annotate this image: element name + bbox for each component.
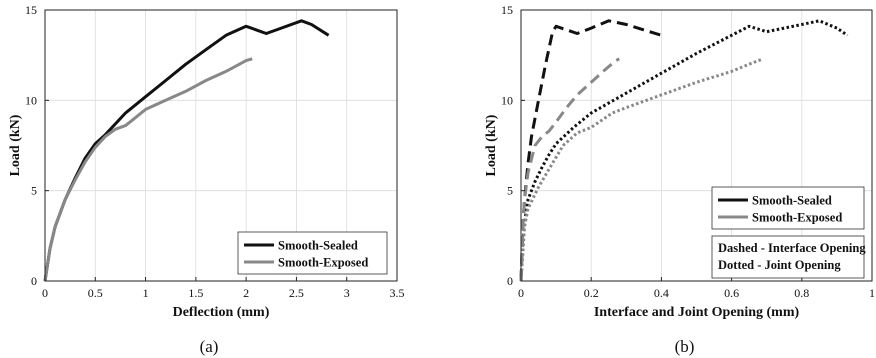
chart-b-series-smooth-sealed-dashed	[519, 19, 662, 282]
chart-a-legend: Smooth-Sealed Smooth-Exposed	[237, 231, 388, 275]
chart-a-x-tick-label: 0	[42, 286, 48, 300]
chart-a-x-tick-label: 3.5	[390, 286, 405, 300]
chart-b-y-axis-label: Load (kN)	[484, 114, 499, 176]
chart-a-x-tick-label: 1.5	[188, 286, 203, 300]
chart-a-y-tick-label: 0	[31, 274, 37, 288]
chart-a-legend-label-sealed: Smooth-Sealed	[278, 239, 358, 253]
chart-b-y-tick-label: 15	[501, 3, 513, 17]
chart-b-x-tick-label: 0.4	[654, 286, 669, 300]
chart-a-series	[43, 19, 330, 282]
chart-b-plot-frame	[520, 9, 873, 282]
chart-b-x-tick-label: 0.8	[794, 286, 809, 300]
chart-a-y-tick-label: 15	[25, 3, 37, 17]
chart-a-ticks: 0 0.5 1 1.5 2 2.5 3 3.5 0 5 10 15	[25, 3, 405, 300]
chart-b-y-tick-label: 5	[507, 184, 513, 198]
chart-b-annotation-dashed: Dashed - Interface Opening	[718, 241, 866, 255]
chart-a-caption: (a)	[200, 337, 219, 356]
chart-b-legend: Smooth-Sealed Smooth-Exposed	[711, 186, 865, 230]
chart-b-series-smooth-exposed-dashed	[519, 57, 620, 282]
chart-a-y-tick-label: 10	[25, 93, 37, 107]
chart-b-annotation-dotted: Dotted - Joint Opening	[718, 258, 841, 272]
chart-a-x-axis-label: Deflection (mm)	[173, 305, 270, 320]
chart-a: 0 0.5 1 1.5 2 2.5 3 3.5 0 5 10 15 Deflection (mm) L…	[8, 3, 405, 356]
chart-a-x-tick-label: 1	[143, 286, 149, 300]
chart-b-x-tick-label: 0	[518, 286, 524, 300]
chart-b-x-tick-label: 0.2	[584, 286, 599, 300]
chart-b-series-smooth-sealed-dotted	[519, 19, 849, 282]
chart-a-plot-frame	[44, 9, 398, 282]
chart-b-annotation-box	[711, 235, 865, 279]
chart-a-legend-label-exposed: Smooth-Exposed	[278, 256, 368, 270]
chart-b-legend-label-exposed: Smooth-Exposed	[752, 211, 842, 225]
chart-b-legend-label-sealed: Smooth-Sealed	[752, 194, 832, 208]
chart-b-y-tick-label: 10	[501, 93, 513, 107]
chart-b-series-smooth-exposed-dotted	[519, 57, 764, 282]
chart-b-y-tick-label: 0	[507, 274, 513, 288]
chart-a-x-tick-label: 3	[344, 286, 350, 300]
chart-a-y-tick-label: 5	[31, 184, 37, 198]
chart-b-legend-box	[711, 186, 865, 230]
chart-b-x-tick-label: 0.6	[724, 286, 739, 300]
chart-b-x-tick-label: 1	[869, 286, 875, 300]
chart-b-series	[519, 19, 849, 282]
chart-b-x-axis-label: Interface and Joint Opening (mm)	[594, 305, 800, 320]
chart-a-x-tick-label: 2	[243, 286, 249, 300]
chart-a-legend-box	[237, 231, 388, 275]
chart-a-series-smooth-exposed-solid	[43, 57, 253, 282]
chart-b-annotation: Dashed - Interface Opening Dotted - Join…	[711, 235, 866, 279]
chart-a-x-tick-label: 2.5	[289, 286, 304, 300]
chart-a-x-tick-label: 0.5	[88, 286, 103, 300]
chart-b-caption: (b)	[675, 337, 695, 356]
chart-a-y-axis-label: Load (kN)	[8, 114, 23, 176]
